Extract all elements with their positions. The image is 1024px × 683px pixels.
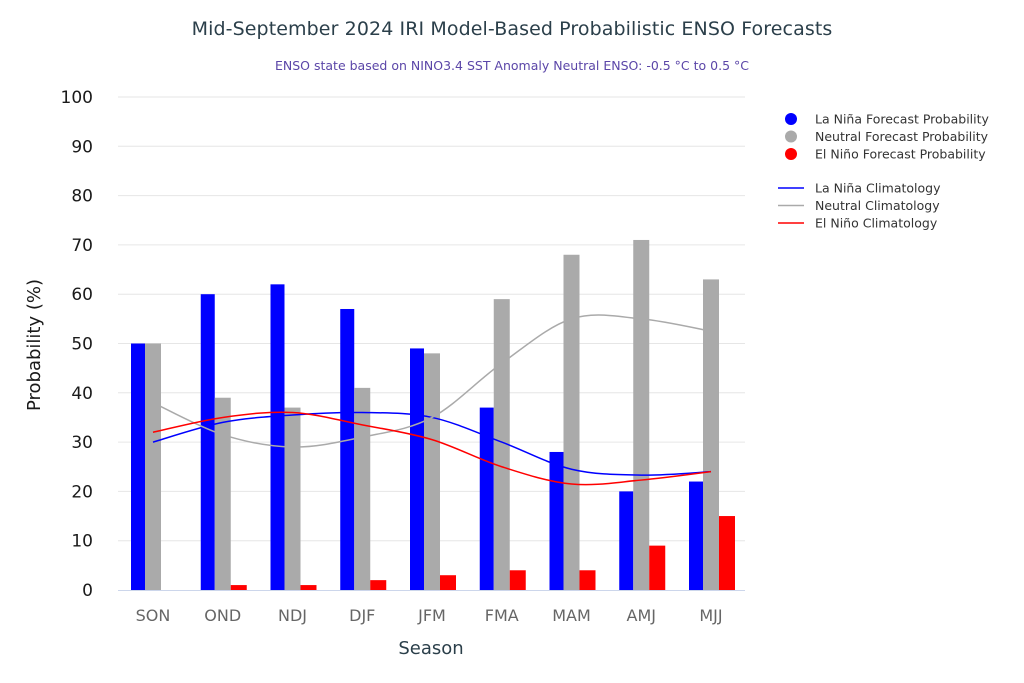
bar-el-ni-o-forecast-probability-ndj: [300, 585, 317, 590]
legend-marker-circle-icon: [785, 113, 797, 125]
bar-la-ni-a-forecast-probability-djf: [340, 308, 355, 590]
bar-la-ni-a-forecast-probability-mam: [549, 451, 564, 590]
bar-el-ni-o-forecast-probability-mam: [579, 570, 596, 590]
y-axis-title: Probability (%): [24, 279, 45, 411]
y-tick-label: 90: [71, 137, 93, 157]
bar-neutral-forecast-probability-jfm: [424, 353, 440, 590]
y-tick-label: 70: [71, 236, 93, 256]
bar-el-ni-o-forecast-probability-fma: [509, 570, 526, 590]
y-axis-ticks: 0 10 20 30 40 50 60 70 80 90 100: [61, 88, 93, 601]
legend-label: La Niña Climatology: [815, 181, 941, 196]
bar-la-ni-a-forecast-probability-amj: [619, 491, 634, 590]
y-tick-label: 60: [71, 285, 93, 305]
x-axis-ticks: SON OND NDJ DJF JFM FMA MAM AMJ MJJ: [136, 606, 723, 625]
bar-la-ni-a-forecast-probability-ond: [200, 294, 215, 590]
y-tick-label: 80: [71, 187, 93, 207]
line-neutral-climatology: [152, 314, 712, 448]
legend-marker-circle-icon: [785, 130, 797, 143]
y-tick-label: 0: [82, 581, 93, 601]
legend-label: Neutral Climatology: [815, 198, 940, 213]
legend-label: La Niña Forecast Probability: [815, 112, 990, 127]
bar-neutral-forecast-probability-mam: [563, 254, 580, 590]
bar-el-ni-o-forecast-probability-amj: [649, 545, 666, 590]
bar-neutral-forecast-probability-ndj: [284, 407, 301, 590]
y-tick-label: 100: [61, 88, 93, 108]
x-tick-label: OND: [204, 606, 241, 625]
bar-neutral-forecast-probability-mjj: [703, 279, 719, 590]
bar-el-ni-o-forecast-probability-jfm: [440, 575, 456, 590]
chart-title: Mid-September 2024 IRI Model-Based Proba…: [191, 18, 833, 40]
legend-marker-circle-icon: [785, 148, 797, 160]
y-tick-label: 10: [71, 532, 93, 552]
x-tick-label: FMA: [485, 606, 519, 625]
bar-la-ni-a-forecast-probability-jfm: [410, 348, 424, 590]
x-tick-label: SON: [136, 606, 171, 625]
legend-item[interactable]: Neutral Climatology: [778, 198, 940, 213]
bars: [131, 239, 735, 590]
legend-label: Neutral Forecast Probability: [815, 129, 989, 144]
bar-el-ni-o-forecast-probability-djf: [370, 580, 387, 590]
bar-neutral-forecast-probability-fma: [493, 299, 510, 590]
bar-el-ni-o-forecast-probability-ond: [230, 585, 247, 590]
bar-neutral-forecast-probability-ond: [214, 397, 231, 590]
y-tick-label: 30: [71, 433, 93, 453]
bar-la-ni-a-forecast-probability-ndj: [270, 284, 285, 590]
legend-item[interactable]: El Niño Climatology: [778, 216, 938, 231]
y-tick-label: 40: [71, 384, 93, 404]
bar-neutral-forecast-probability-amj: [633, 239, 650, 590]
legend-label: El Niño Climatology: [815, 216, 938, 231]
bar-el-ni-o-forecast-probability-mjj: [719, 516, 735, 590]
y-tick-label: 20: [71, 482, 93, 502]
bar-neutral-forecast-probability-son: [145, 343, 161, 590]
legend-item[interactable]: El Niño Forecast Probability: [785, 147, 986, 162]
x-tick-label: MAM: [552, 606, 591, 625]
legend-label: El Niño Forecast Probability: [815, 147, 986, 162]
climatology-lines: [152, 314, 712, 486]
legend: La Niña Forecast Probability Neutral Fore…: [778, 112, 990, 231]
x-axis-title: Season: [398, 638, 463, 659]
legend-item[interactable]: La Niña Climatology: [778, 181, 941, 196]
legend-item[interactable]: Neutral Forecast Probability: [785, 129, 989, 144]
x-tick-label: MJJ: [699, 606, 722, 625]
legend-item[interactable]: La Niña Forecast Probability: [785, 112, 990, 127]
bar-la-ni-a-forecast-probability-son: [131, 343, 145, 590]
line-el-ni-o-climatology: [152, 411, 712, 486]
chart-subtitle: ENSO state based on NINO3.4 SST Anomaly …: [274, 58, 749, 73]
y-tick-label: 50: [71, 335, 93, 355]
bar-la-ni-a-forecast-probability-fma: [479, 407, 494, 590]
x-tick-label: NDJ: [278, 606, 307, 625]
x-tick-label: AMJ: [627, 606, 656, 625]
bar-la-ni-a-forecast-probability-mjj: [689, 481, 703, 590]
x-tick-label: JFM: [417, 606, 446, 625]
bar-neutral-forecast-probability-djf: [354, 387, 371, 590]
x-tick-label: DJF: [349, 606, 375, 625]
